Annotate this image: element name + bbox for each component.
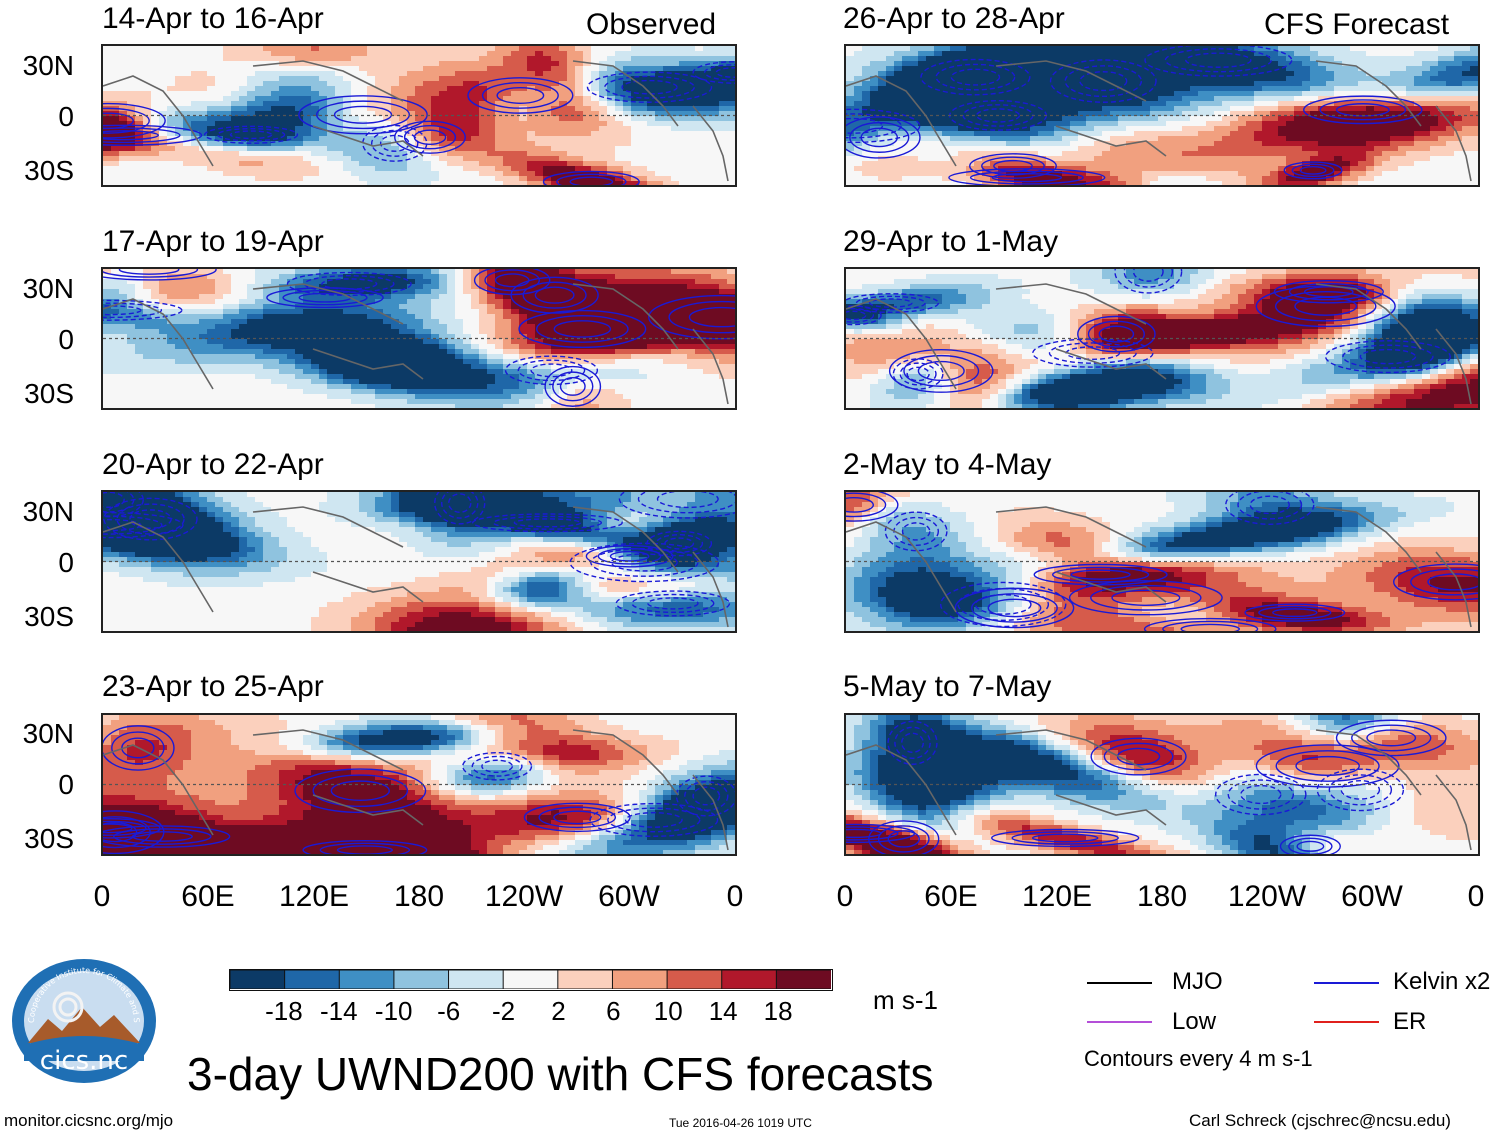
- x-tick: 0: [93, 880, 111, 913]
- panel-title: 29-Apr to 1-May: [843, 225, 1059, 258]
- source-url[interactable]: monitor.cicsnc.org/mjo: [4, 1111, 174, 1130]
- y-tick-0: 0: [58, 769, 74, 800]
- colorbar-swatch: [721, 969, 778, 990]
- main-title: 3-day UWND200 with CFS forecasts: [187, 1048, 934, 1100]
- y-tick-0: 0: [58, 547, 74, 578]
- timestamp: Tue 2016-04-26 1019 UTC: [669, 1116, 812, 1130]
- x-tick: 120W: [484, 880, 564, 913]
- observed-header: Observed: [586, 8, 717, 41]
- low-legend-label: Low: [1172, 1008, 1217, 1035]
- logo-text: cics.nc: [40, 1046, 128, 1076]
- low-legend-line: [1087, 1021, 1152, 1023]
- map-panel: [844, 44, 1480, 187]
- x-tick: 0: [836, 880, 854, 913]
- colorbar-label: -10: [374, 996, 413, 1026]
- colorbar-swatch: [502, 969, 559, 990]
- colorbar-units: m s-1: [873, 985, 938, 1015]
- x-tick: 120E: [1021, 880, 1093, 913]
- panel-title: 14-Apr to 16-Apr: [102, 2, 324, 35]
- colorbar-label: 2: [551, 996, 566, 1026]
- mjo-legend-line: [1087, 982, 1152, 984]
- colorbar-label: 10: [653, 996, 683, 1026]
- colorbar-label: -18: [265, 996, 303, 1026]
- map-panel: [101, 490, 737, 633]
- panel-title: 20-Apr to 22-Apr: [102, 448, 324, 481]
- x-tick: 180: [1136, 880, 1188, 913]
- y-tick-30n: 30N: [22, 496, 74, 527]
- colorbar-swatch: [666, 969, 723, 990]
- y-tick-30s: 30S: [24, 601, 74, 632]
- colorbar: [229, 969, 833, 991]
- y-tick-30s: 30S: [24, 378, 74, 409]
- er-legend-line: [1314, 1021, 1379, 1023]
- colorbar-label: -6: [437, 996, 461, 1026]
- colorbar-swatch: [229, 969, 286, 990]
- colorbar-swatch: [338, 969, 395, 990]
- y-tick-30s: 30S: [24, 155, 74, 186]
- colorbar-label: -2: [491, 996, 516, 1026]
- x-tick: 60W: [1341, 880, 1403, 913]
- colorbar-swatch: [393, 969, 450, 990]
- map-panel: [101, 44, 737, 187]
- panel-title: 26-Apr to 28-Apr: [843, 2, 1065, 35]
- er-legend-label: ER: [1393, 1008, 1427, 1035]
- panel-title: 5-May to 7-May: [843, 670, 1052, 703]
- panel-title: 2-May to 4-May: [843, 448, 1052, 481]
- kelvin-legend-line: [1314, 982, 1379, 984]
- x-tick: 60E: [181, 880, 235, 913]
- colorbar-swatch: [448, 969, 505, 990]
- x-tick: 120E: [278, 880, 350, 913]
- map-panel: [844, 713, 1480, 856]
- y-tick-30n: 30N: [22, 273, 74, 304]
- y-tick-0: 0: [58, 324, 74, 355]
- contours-note: Contours every 4 m s-1: [1084, 1046, 1313, 1071]
- map-panel: [101, 267, 737, 410]
- kelvin-legend-label: Kelvin x2: [1393, 968, 1491, 995]
- x-tick: 60E: [924, 880, 978, 913]
- x-tick: 120W: [1227, 880, 1307, 913]
- map-panel: [101, 713, 737, 856]
- y-tick-30n: 30N: [22, 718, 74, 749]
- map-panel: [844, 267, 1480, 410]
- colorbar-label: 18: [763, 996, 793, 1026]
- colorbar-label: 14: [708, 996, 738, 1026]
- y-tick-0: 0: [58, 101, 74, 132]
- y-tick-30s: 30S: [24, 823, 74, 854]
- cics-logo: Cooperative Institute for Climate and Sa…: [8, 950, 158, 1083]
- x-tick: 180: [393, 880, 445, 913]
- colorbar-swatch: [284, 969, 341, 990]
- colorbar-swatch: [611, 969, 669, 990]
- x-tick: 0: [726, 880, 744, 913]
- map-panel: [844, 490, 1480, 633]
- colorbar-label: -14: [320, 996, 358, 1026]
- colorbar-swatch: [775, 969, 833, 990]
- y-tick-30n: 30N: [22, 50, 74, 81]
- panel-title: 23-Apr to 25-Apr: [102, 670, 324, 703]
- forecast-header: CFS Forecast: [1264, 8, 1450, 41]
- colorbar-swatch: [557, 969, 614, 990]
- mjo-legend-label: MJO: [1172, 968, 1223, 995]
- x-tick: 0: [1467, 880, 1485, 913]
- colorbar-label: 6: [606, 996, 621, 1026]
- author-credit: Carl Schreck (cjschrec@ncsu.edu): [1189, 1111, 1451, 1130]
- x-tick: 60W: [598, 880, 660, 913]
- panel-title: 17-Apr to 19-Apr: [102, 225, 324, 258]
